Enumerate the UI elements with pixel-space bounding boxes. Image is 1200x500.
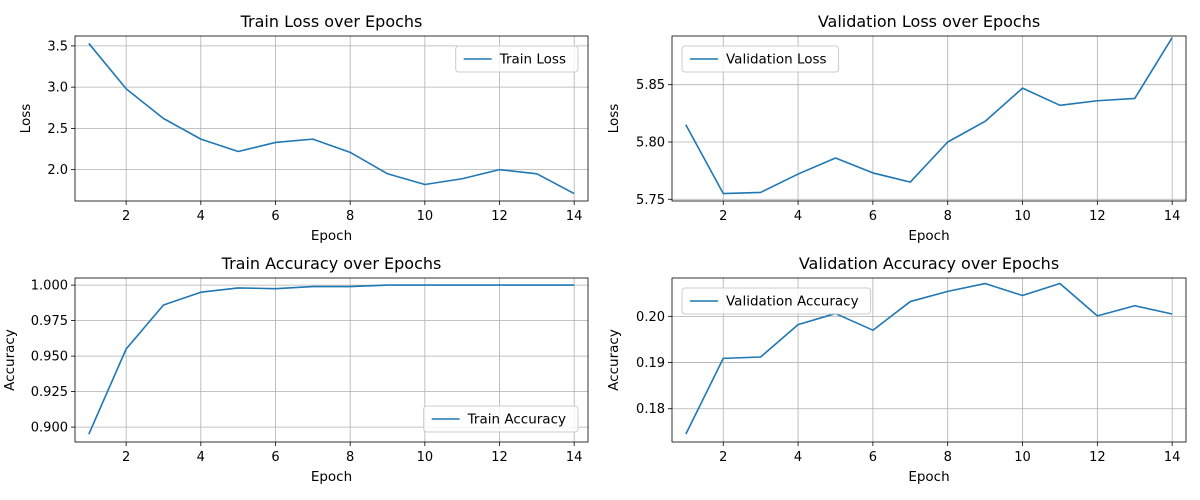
x-tick-label: 2 [122,209,130,224]
y-tick-label: 0.925 [31,385,68,400]
legend: Train Accuracy [423,405,579,433]
x-tick-label: 2 [122,450,130,465]
legend: Validation Loss [681,45,840,73]
y-tick-label: 5.75 [636,193,665,208]
legend-box [423,405,579,433]
legend: Train Loss [455,45,579,73]
x-tick-label: 2 [719,209,727,224]
chart-title: Validation Accuracy over Epochs [799,254,1059,273]
x-tick-label: 14 [1164,209,1181,224]
subplot-2: 2 4 6 8 10 12 14 5.75 5.80 5.85 Validation Loss ov… [606,12,1187,244]
legend-box [681,287,872,315]
y-tick-label: 2.0 [47,163,68,178]
x-tick-label: 8 [944,209,952,224]
legend-label: Train Loss [499,52,566,68]
x-tick-label: 4 [197,209,205,224]
y-tick-label: 2.5 [47,122,68,137]
x-tick-label: 6 [271,450,279,465]
legend: Validation Accuracy [681,287,872,315]
y-tick-label: 0.950 [31,350,68,365]
x-axis-label: Epoch [908,228,949,244]
chart-title: Train Loss over Epochs [240,12,423,31]
x-tick-label: 10 [1014,209,1031,224]
x-tick-label: 12 [491,209,508,224]
y-tick-label: 5.85 [636,78,665,93]
x-tick-label: 8 [346,450,354,465]
x-tick-label: 8 [944,450,952,465]
subplot-3: 2 4 6 8 10 12 14 0.900 0.925 0.950 0.975 1.000 Train… [2,254,589,485]
x-tick-label: 12 [1089,209,1106,224]
y-tick-label: 3.0 [47,81,68,96]
x-tick-label: 10 [417,450,434,465]
x-tick-label: 10 [1014,450,1031,465]
axes-frame [671,277,1187,443]
x-axis-label: Epoch [908,469,949,485]
axes-frame [74,35,589,202]
y-tick-label: 3.5 [47,39,68,54]
y-tick-label: 0.19 [636,356,665,371]
x-tick-label: 6 [869,209,877,224]
axes-frame [671,35,1187,202]
legend-label: Validation Accuracy [726,294,859,310]
x-tick-label: 4 [197,450,205,465]
y-tick-label: 0.20 [636,310,665,325]
x-tick-label: 14 [1164,450,1181,465]
subplot-1: 2 4 6 8 10 12 14 2.0 2.5 3.0 3.5 Train Loss over Ep… [18,12,589,244]
y-tick-label: 1.000 [31,279,68,294]
x-tick-label: 14 [566,209,583,224]
axes-frame [74,277,589,443]
y-tick-label: 0.900 [31,421,68,436]
x-tick-label: 10 [417,209,434,224]
series-line [685,282,1173,435]
legend-box [681,45,840,73]
x-tick-label: 4 [794,209,802,224]
series-line [88,42,575,195]
series-line [685,37,1173,195]
subplot-4: 2 4 6 8 10 12 14 0.18 0.19 0.20 Validation Accurac… [606,254,1187,485]
y-axis-label: Loss [606,104,622,134]
legend-label: Validation Loss [726,52,827,68]
y-tick-label: 5.80 [636,135,665,150]
y-tick-label: 0.975 [31,314,68,329]
x-axis-label: Epoch [311,228,352,244]
x-tick-label: 6 [869,450,877,465]
legend-box [455,45,579,73]
x-tick-label: 8 [346,209,354,224]
x-tick-label: 14 [566,450,583,465]
x-tick-label: 12 [1089,450,1106,465]
chart-title: Train Accuracy over Epochs [221,254,442,273]
x-tick-label: 2 [719,450,727,465]
x-axis-label: Epoch [311,469,352,485]
x-tick-label: 12 [491,450,508,465]
y-axis-label: Loss [18,104,34,134]
y-tick-label: 0.18 [636,402,665,417]
chart-title: Validation Loss over Epochs [818,12,1040,31]
x-tick-label: 4 [794,450,802,465]
y-axis-label: Accuracy [606,329,622,391]
y-axis-label: Accuracy [2,329,18,391]
legend-label: Train Accuracy [467,412,566,428]
series-line [88,284,575,435]
x-tick-label: 6 [271,209,279,224]
